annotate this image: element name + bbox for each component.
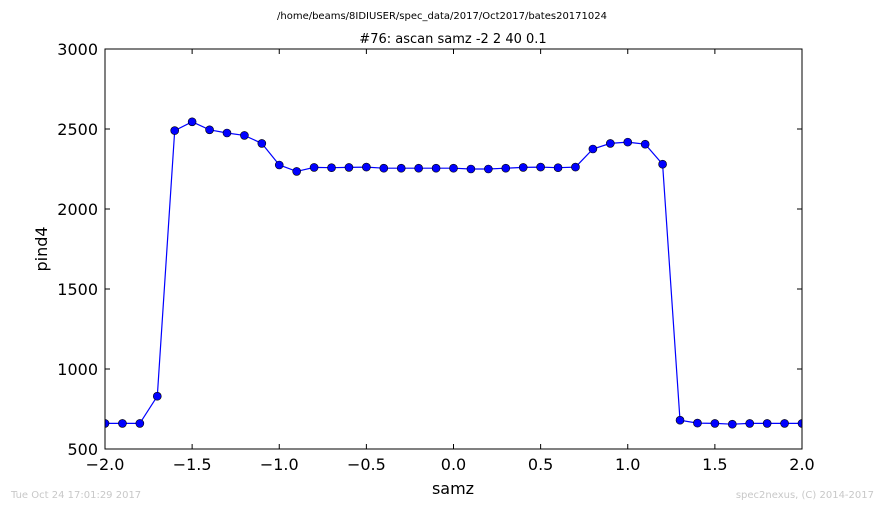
- data-point: [536, 162, 545, 172]
- data-point: [571, 162, 580, 172]
- data-point: [222, 128, 232, 138]
- x-tick-label: 0.5: [528, 455, 553, 474]
- data-point: [187, 117, 197, 127]
- x-tick-label: −1.0: [260, 455, 299, 474]
- x-tick-label: 2.0: [789, 455, 814, 474]
- y-tick-label: 2000: [57, 200, 98, 219]
- data-point: [344, 163, 354, 172]
- data-point: [745, 419, 755, 428]
- x-tick-label: −2.0: [86, 455, 125, 474]
- data-point: [327, 163, 336, 173]
- data-point: [675, 415, 685, 425]
- y-axis-label: pind4: [32, 226, 51, 271]
- data-point: [518, 163, 528, 172]
- data-point: [588, 144, 598, 154]
- y-tick-label: 3000: [57, 40, 98, 59]
- data-point: [501, 163, 511, 173]
- data-point: [606, 139, 615, 148]
- x-axis-label: samz: [432, 479, 474, 498]
- data-point: [727, 419, 737, 429]
- data-point: [553, 163, 563, 173]
- data-point: [135, 419, 145, 428]
- axis-ticks: −2.0 −1.5 −1.0 −0.5 0.0 0.5 1.0 1.5 2.0 500 1000 15…: [57, 40, 814, 474]
- data-point: [205, 125, 214, 135]
- series-0: [105, 117, 802, 429]
- plot-content: [105, 117, 802, 429]
- x-tick-label: −1.5: [173, 455, 212, 474]
- data-point: [118, 419, 127, 428]
- y-tick-label: 500: [67, 440, 98, 459]
- data-point: [257, 139, 267, 148]
- data-point: [693, 418, 702, 428]
- footer-timestamp: Tue Oct 24 17:01:29 2017: [11, 490, 142, 501]
- data-point: [658, 159, 667, 169]
- data-point: [170, 126, 179, 135]
- data-point: [152, 391, 162, 401]
- y-tick-label: 1500: [57, 280, 98, 299]
- data-point: [240, 131, 249, 140]
- x-tick-label: 1.0: [615, 455, 640, 474]
- scan-title: #76: ascan samz -2 2 40 0.1: [359, 32, 546, 47]
- data-point: [780, 419, 789, 428]
- data-point: [623, 137, 633, 147]
- x-tick-label: 0.0: [441, 455, 466, 474]
- data-point: [431, 163, 441, 173]
- data-point: [762, 419, 772, 428]
- data-point: [396, 163, 406, 173]
- data-point: [309, 163, 319, 172]
- file-path-title: /home/beams/8IDIUSER/spec_data/2017/Oct2…: [277, 11, 607, 22]
- data-point: [414, 163, 423, 173]
- y-tick-label: 1000: [57, 360, 98, 379]
- plot-frame: [104, 48, 803, 450]
- data-point: [379, 163, 389, 173]
- data-point: [640, 139, 650, 149]
- data-point: [710, 419, 720, 428]
- data-point: [274, 160, 284, 170]
- x-tick-label: −0.5: [347, 455, 386, 474]
- x-tick-label: 1.5: [702, 455, 727, 474]
- data-point: [797, 419, 802, 428]
- y-tick-label: 2500: [57, 120, 98, 139]
- data-point: [362, 162, 371, 172]
- data-point: [292, 167, 301, 176]
- data-point: [484, 164, 493, 174]
- data-point: [449, 163, 458, 173]
- data-point: [466, 164, 476, 174]
- data-point: [105, 419, 110, 428]
- footer-credit: spec2nexus, (C) 2014-2017: [735, 490, 874, 501]
